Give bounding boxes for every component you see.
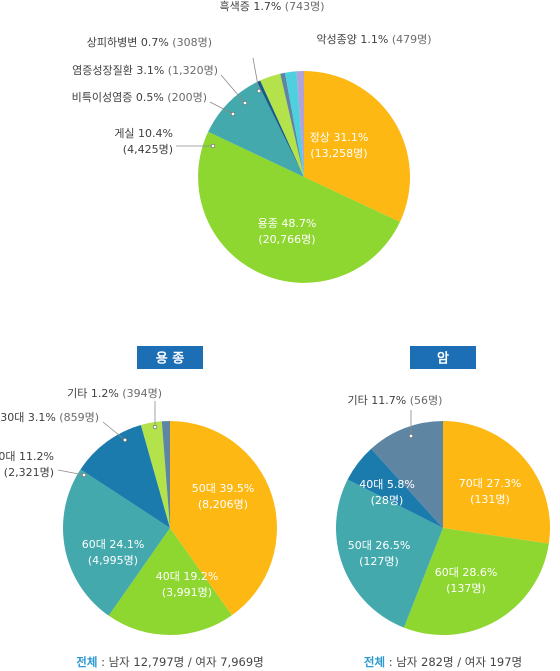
- slice-count-label: (131명): [470, 493, 510, 506]
- slice-count-label: (28명): [371, 494, 404, 507]
- pie-slice: [347, 448, 443, 528]
- slice-count-label: (2,321명): [4, 466, 54, 479]
- cancer-footer-key: 전체: [364, 655, 385, 669]
- slice-count-label: (743명): [285, 0, 325, 13]
- polyp-badge-title: 용 종: [156, 351, 184, 367]
- cancer-footer: 전체 : 남자 282명 / 여자 197명: [364, 655, 522, 669]
- slice-count-label: (20,766명): [258, 233, 315, 246]
- slice-count-label: (13,258명): [310, 147, 367, 160]
- label-leader-line: [102, 421, 126, 441]
- slice-label: 상피하병변 0.7% (308명): [87, 35, 212, 49]
- label-leader-line: [252, 57, 260, 92]
- slice-label: 40대 19.2%: [156, 570, 219, 583]
- slice-count-label: (3,991명): [162, 586, 212, 599]
- label-leader-dot: [152, 424, 158, 430]
- cancer-badge-title: 암: [437, 351, 449, 367]
- slice-label-text: 기타 11.7%: [348, 394, 410, 407]
- label-leader-line: [57, 469, 85, 476]
- pie-slice: [296, 71, 304, 177]
- label-leader-dot: [256, 88, 262, 94]
- polyp-footer: 전체 : 남자 12,797명 / 여자 7,969명: [76, 655, 264, 669]
- slice-count-label: (4,425명): [123, 143, 173, 156]
- label-leader-dot: [122, 437, 128, 443]
- pie-slice: [260, 73, 304, 177]
- slice-count-label: (1,320명): [168, 64, 218, 77]
- slice-label: 30대 3.1% (859명): [0, 411, 99, 424]
- slice-label: 70대 27.3%: [459, 477, 522, 490]
- pie-slice: [62, 469, 170, 616]
- slice-label-text: 염증성장질환 3.1%: [72, 64, 168, 77]
- polyp-pie-chart: 50대 39.5% (8,206명) 40대 19.2% (3,991명) 60대 24…: [0, 387, 277, 635]
- slice-label: 정상 31.1%: [310, 131, 369, 144]
- slice-label: 흑색증 1.7% (743명): [219, 0, 324, 13]
- label-leader-dot: [81, 472, 87, 478]
- slice-count-label: (137명): [446, 582, 486, 595]
- cancer-title-badge: 암: [410, 346, 476, 369]
- label-leader-dot: [242, 100, 248, 106]
- slice-label: 염증성장질환 3.1% (1,320명): [72, 64, 218, 77]
- label-leader-line: [209, 101, 234, 115]
- slice-count-label: (56명): [410, 394, 443, 407]
- pie-slice: [304, 71, 411, 222]
- pie-slice: [403, 528, 549, 635]
- slice-label: 50대 26.5%: [348, 539, 411, 552]
- pie-slice: [80, 425, 170, 528]
- slice-label-text: 비특이성염증 0.5%: [72, 91, 168, 104]
- polyp-footer-text: : 남자 12,797명 / 여자 7,969명: [97, 655, 263, 669]
- slice-label: 비특이성염증 0.5% (200명): [72, 91, 207, 104]
- slice-label: 60대 24.1%: [82, 538, 145, 551]
- cancer-pie-chart: 70대 27.3% (131명) 60대 28.6% (137명) 50대 26.5% (…: [336, 394, 551, 635]
- slice-count-label: (479명): [392, 33, 432, 46]
- slice-label-text: 흑색증 1.7%: [219, 0, 284, 13]
- slice-label-text: 기타 1.2%: [67, 387, 122, 400]
- slice-count-label: (8,206명): [198, 498, 248, 511]
- pie-slice: [284, 71, 304, 177]
- slice-count-label: (859명): [59, 411, 99, 424]
- pie-slice: [336, 479, 443, 628]
- pie-slice: [140, 421, 170, 528]
- polyp-title-badge: 용 종: [137, 346, 203, 369]
- slice-label: 악성종양 1.1% (479명): [316, 33, 431, 46]
- polyp-footer-key: 전체: [76, 655, 97, 669]
- slice-label: 용종 48.7%: [258, 217, 317, 230]
- polyp-badge-bg: [137, 346, 203, 369]
- label-leader-line: [220, 74, 246, 104]
- slice-label: 기타 1.2% (394명): [67, 387, 162, 400]
- overall-pie-chart: 정상 31.1% (13,258명) 용종 48.7% (20,766명) 게실 10.…: [72, 0, 432, 283]
- slice-label: 70대 11.2%: [0, 450, 54, 463]
- slice-count-label: (308명): [172, 36, 212, 49]
- slice-label-text: 악성종양 1.1%: [316, 33, 391, 46]
- slice-label: 60대 28.6%: [435, 566, 498, 579]
- slice-label-text: 상피하병변 0.7%: [87, 35, 173, 49]
- pie-slice: [443, 421, 551, 544]
- label-leader-dot: [230, 111, 236, 117]
- pie-slice: [161, 420, 170, 528]
- slice-count-label: (4,995명): [88, 554, 138, 567]
- pie-slice: [170, 421, 277, 616]
- cancer-badge-bg: [410, 346, 476, 369]
- label-leader-dot: [408, 433, 414, 439]
- slice-count-label: (394명): [122, 387, 162, 400]
- slice-count-label: (127명): [359, 555, 399, 568]
- slice-label: 50대 39.5%: [192, 482, 255, 495]
- slice-label-text: 30대 3.1%: [0, 411, 59, 424]
- label-leader-dot: [210, 143, 216, 149]
- pie-slice: [108, 528, 232, 635]
- slice-label: 기타 11.7% (56명): [348, 394, 443, 407]
- pie-slice: [257, 80, 304, 177]
- slice-count-label: (200명): [167, 91, 207, 104]
- cancer-footer-text: : 남자 282명 / 여자 197명: [385, 655, 522, 669]
- pie-slice: [208, 81, 304, 177]
- pie-slice: [371, 421, 443, 528]
- pie-slice: [198, 131, 401, 283]
- pie-slice: [280, 72, 304, 177]
- slice-label: 40대 5.8%: [359, 478, 415, 491]
- slice-label: 게실 10.4%: [114, 127, 173, 140]
